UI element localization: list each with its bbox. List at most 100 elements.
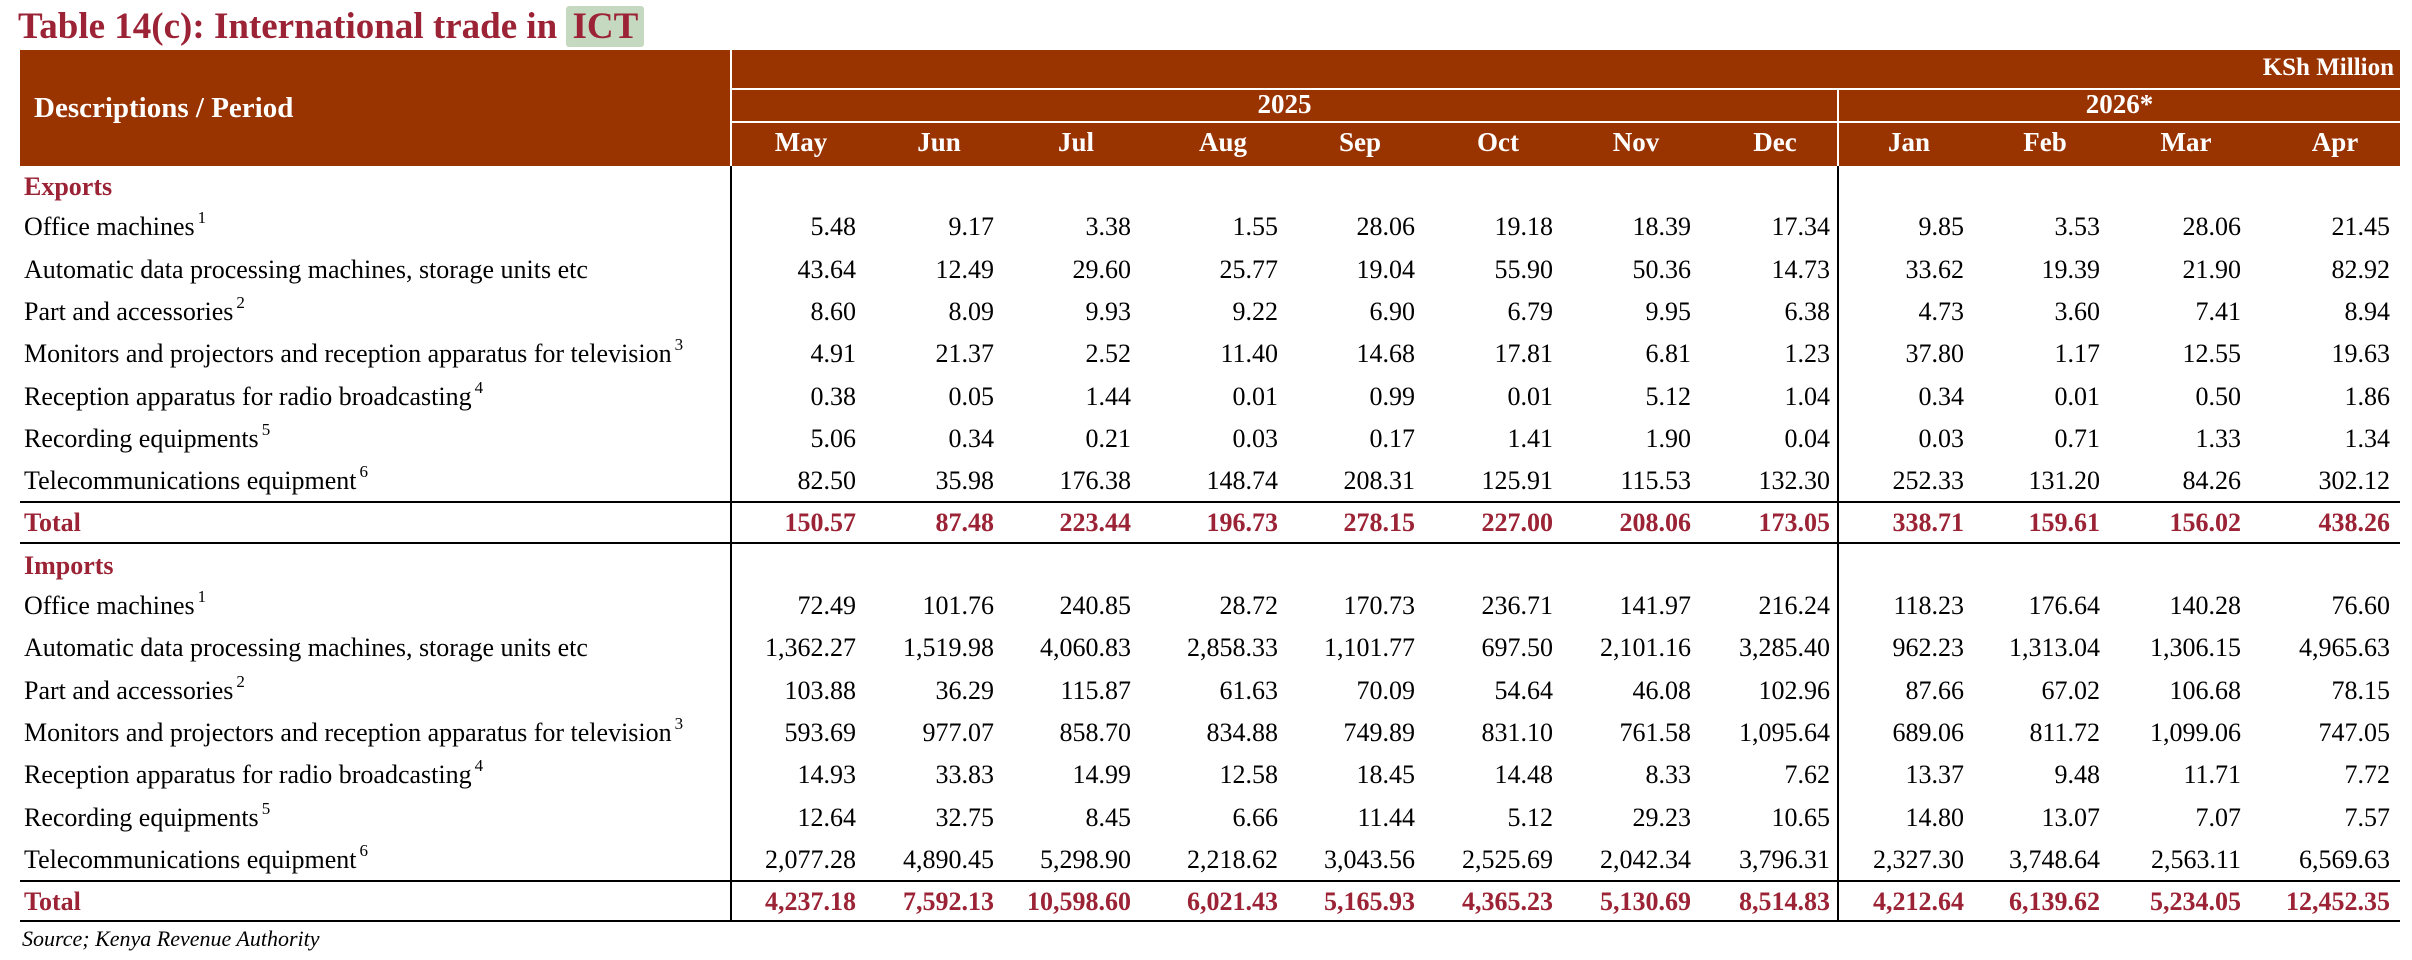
value-cell: 2,042.34 xyxy=(1600,844,1691,874)
value-cell: 87.66 xyxy=(1905,675,1965,705)
value-cell: 1.55 xyxy=(1232,212,1279,242)
value-cell: 0.17 xyxy=(1369,423,1416,453)
description-text: Recording equipments xyxy=(24,802,259,832)
value-cell: 28.06 xyxy=(2182,212,2242,242)
value-cell: 0.21 xyxy=(1085,423,1132,453)
value-cell: 9.17 xyxy=(948,212,995,242)
table-row: Telecommunications equipment 6 82.50 35.98 1… xyxy=(20,460,2400,502)
value-cell: 156.02 xyxy=(2169,508,2242,538)
table-row: Monitors and projectors and reception ap… xyxy=(20,333,2400,375)
value-cell: 2,101.16 xyxy=(1600,633,1691,663)
value-cell: 8.60 xyxy=(810,296,857,326)
value-cell: 176.38 xyxy=(1059,466,1132,496)
value-cell: 9.48 xyxy=(2054,760,2101,790)
section-label: Exports xyxy=(24,172,113,201)
value-cell: 115.53 xyxy=(1620,466,1691,496)
value-cell: 101.76 xyxy=(922,591,995,620)
value-cell: 5,298.90 xyxy=(1040,844,1131,874)
row-description: Part and accessories 2 xyxy=(24,293,245,334)
value-cell: 106.68 xyxy=(2169,675,2242,705)
value-cell: 7.07 xyxy=(2195,802,2242,832)
value-cell: 338.71 xyxy=(1892,508,1965,538)
row-description: Part and accessories 2 xyxy=(24,672,245,713)
value-cell: 17.81 xyxy=(1494,339,1554,369)
value-cell: 14.48 xyxy=(1494,760,1554,790)
value-cell: 0.34 xyxy=(1918,381,1965,411)
value-cell: 689.06 xyxy=(1892,717,1965,747)
value-cell: 1.44 xyxy=(1085,381,1132,411)
month-header-jun: Jun xyxy=(917,127,961,157)
value-cell: 2,525.69 xyxy=(1462,844,1553,874)
value-cell: 18.45 xyxy=(1356,760,1416,790)
month-header-jul: Jul xyxy=(1057,127,1095,157)
value-cell: 7.41 xyxy=(2195,296,2242,326)
row-divider xyxy=(20,920,2400,923)
value-cell: 14.93 xyxy=(797,760,857,790)
value-cell: 1,099.06 xyxy=(2150,717,2241,747)
value-cell: 593.69 xyxy=(784,717,857,747)
value-cell: 35.98 xyxy=(935,466,995,496)
value-cell: 278.15 xyxy=(1343,508,1416,538)
value-cell: 125.91 xyxy=(1481,466,1554,496)
footnote-marker: 3 xyxy=(674,713,684,733)
value-cell: 9.95 xyxy=(1645,296,1692,326)
month-header-dec: Dec xyxy=(1753,127,1797,157)
row-divider xyxy=(20,880,2400,883)
value-cell: 2,858.33 xyxy=(1187,633,1278,663)
value-cell: 5.48 xyxy=(810,212,857,242)
value-cell: 61.63 xyxy=(1219,675,1279,705)
footnote-marker: 5 xyxy=(261,798,271,818)
value-cell: 0.04 xyxy=(1784,423,1831,453)
year-2025-label: 2025 xyxy=(1257,89,1312,119)
value-cell: 12.55 xyxy=(2182,339,2242,369)
value-cell: 196.73 xyxy=(1206,508,1279,538)
value-cell: 70.09 xyxy=(1356,675,1416,705)
value-cell: 29.60 xyxy=(1072,254,1132,284)
value-cell: 747.05 xyxy=(2318,717,2391,747)
row-description: Monitors and projectors and reception ap… xyxy=(24,714,683,755)
value-cell: 5.06 xyxy=(810,423,857,453)
value-cell: 10.65 xyxy=(1771,802,1831,832)
header-divider-year xyxy=(1837,90,1839,166)
value-cell: 1.41 xyxy=(1507,423,1554,453)
value-cell: 0.03 xyxy=(1232,423,1279,453)
value-cell: 14.99 xyxy=(1072,760,1132,790)
value-cell: 55.90 xyxy=(1494,254,1554,284)
value-cell: 3.60 xyxy=(2054,296,2101,326)
description-text: Telecommunications equipment xyxy=(24,844,357,874)
value-cell: 252.33 xyxy=(1892,466,1965,496)
value-cell: 208.06 xyxy=(1619,508,1692,538)
table-row: Part and accessories 2 103.88 36.29 115.87 61… xyxy=(20,670,2400,712)
description-text: Recording equipments xyxy=(24,423,259,453)
month-header-mar: Mar xyxy=(2160,127,2212,157)
value-cell: 4.73 xyxy=(1918,296,1965,326)
value-cell: 7.72 xyxy=(2344,760,2391,790)
value-cell: 19.04 xyxy=(1356,254,1416,284)
value-cell: 21.45 xyxy=(2331,212,2391,242)
value-cell: 8.09 xyxy=(948,296,995,326)
value-cell: 141.97 xyxy=(1619,591,1692,620)
value-cell: 2,327.30 xyxy=(1873,844,1964,874)
description-text: Monitors and projectors and reception ap… xyxy=(24,339,672,369)
description-text: Part and accessories xyxy=(24,675,234,705)
footnote-marker: 4 xyxy=(474,756,484,776)
description-text: Reception apparatus for radio broadcasti… xyxy=(24,381,472,411)
month-header-sep: Sep xyxy=(1338,127,1382,157)
column-divider-year xyxy=(1837,166,1839,921)
value-cell: 0.01 xyxy=(1507,381,1554,411)
value-cell: 8.94 xyxy=(2344,296,2391,326)
value-cell: 29.23 xyxy=(1632,802,1692,832)
header-rule-mid xyxy=(732,121,2400,123)
description-text: Total xyxy=(24,508,81,538)
value-cell: 11.71 xyxy=(2183,760,2241,790)
table-row: Reception apparatus for radio broadcasti… xyxy=(20,376,2400,418)
value-cell: 208.31 xyxy=(1343,466,1416,496)
value-cell: 14.73 xyxy=(1771,254,1831,284)
row-divider xyxy=(20,541,2400,544)
value-cell: 103.88 xyxy=(784,675,857,705)
value-cell: 6.38 xyxy=(1784,296,1831,326)
value-cell: 78.15 xyxy=(2331,675,2391,705)
value-cell: 28.72 xyxy=(1219,591,1279,620)
value-cell: 0.71 xyxy=(2054,423,2101,453)
value-cell: 19.63 xyxy=(2331,339,2391,369)
